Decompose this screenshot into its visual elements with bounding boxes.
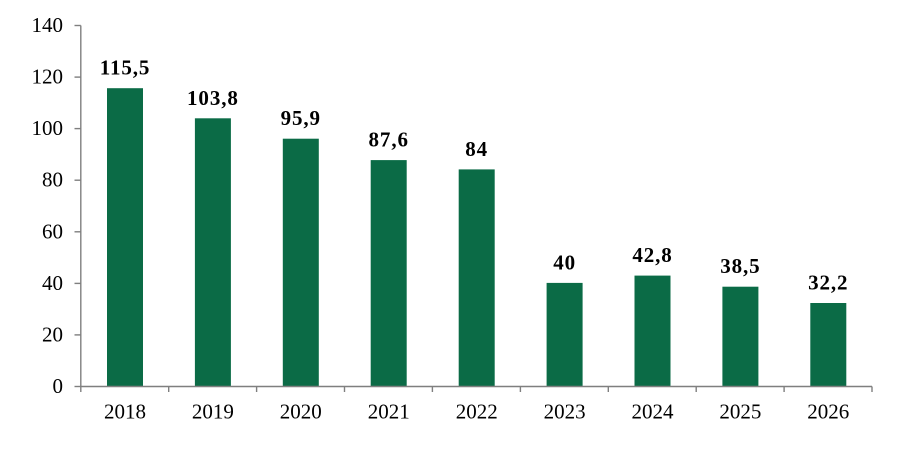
svg-text:2025: 2025 [719, 399, 761, 423]
svg-text:87,6: 87,6 [369, 128, 409, 152]
svg-text:84: 84 [465, 137, 488, 161]
svg-text:42,8: 42,8 [632, 243, 672, 267]
svg-text:140: 140 [32, 13, 64, 37]
svg-text:2020: 2020 [280, 399, 322, 423]
svg-text:20: 20 [42, 322, 63, 346]
svg-text:120: 120 [32, 65, 64, 89]
svg-text:40: 40 [553, 250, 576, 274]
svg-text:60: 60 [42, 219, 63, 243]
svg-text:2023: 2023 [544, 399, 586, 423]
svg-text:2019: 2019 [192, 399, 234, 423]
svg-text:32,2: 32,2 [808, 271, 848, 295]
svg-text:80: 80 [42, 168, 63, 192]
svg-text:2024: 2024 [632, 399, 675, 423]
svg-text:115,5: 115,5 [100, 56, 151, 80]
svg-text:38,5: 38,5 [720, 254, 760, 278]
svg-text:2022: 2022 [456, 399, 498, 423]
svg-text:40: 40 [42, 271, 63, 295]
svg-text:2021: 2021 [368, 399, 410, 423]
svg-text:103,8: 103,8 [187, 86, 239, 110]
svg-text:2026: 2026 [807, 399, 849, 423]
svg-text:95,9: 95,9 [281, 106, 321, 130]
svg-text:100: 100 [32, 116, 64, 140]
svg-text:0: 0 [53, 374, 64, 398]
svg-text:2018: 2018 [104, 399, 146, 423]
